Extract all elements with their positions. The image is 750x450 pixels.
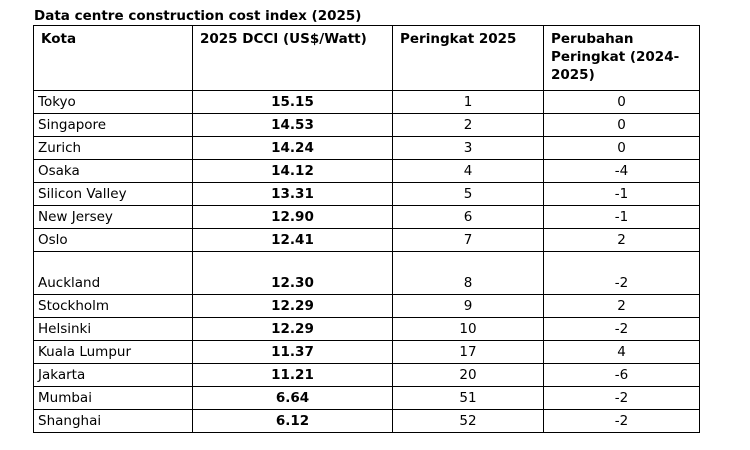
rank-cell: 17 [392, 340, 544, 364]
table-row: Zurich 14.24 3 0 [33, 136, 700, 160]
city-cell: Auckland [33, 251, 193, 295]
rank-cell: 4 [392, 159, 544, 183]
cost-cell: 6.64 [192, 386, 393, 410]
cost-cell: 12.41 [192, 228, 393, 252]
city-cell: Singapore [33, 113, 193, 137]
city-cell: Zurich [33, 136, 193, 160]
rank-cell: 2 [392, 113, 544, 137]
city-cell: Osaka [33, 159, 193, 183]
table-row: Osaka 14.12 4 -4 [33, 159, 700, 183]
change-cell: 0 [543, 113, 700, 137]
table-row: Helsinki 12.29 10 -2 [33, 317, 700, 341]
city-cell: Kuala Lumpur [33, 340, 193, 364]
rank-cell: 7 [392, 228, 544, 252]
cost-cell: 6.12 [192, 409, 393, 433]
city-cell: Mumbai [33, 386, 193, 410]
rank-cell: 6 [392, 205, 544, 229]
city-cell: New Jersey [33, 205, 193, 229]
city-cell: Shanghai [33, 409, 193, 433]
change-cell: -1 [543, 205, 700, 229]
rank-cell: 10 [392, 317, 544, 341]
cost-cell: 12.30 [192, 251, 393, 295]
header-change: Perubahan Peringkat (2024-2025) [543, 25, 700, 91]
rank-cell: 52 [392, 409, 544, 433]
city-cell: Silicon Valley [33, 182, 193, 206]
table-row: Mumbai 6.64 51 -2 [33, 386, 700, 410]
header-city: Kota [33, 25, 193, 91]
table-row: New Jersey 12.90 6 -1 [33, 205, 700, 229]
city-cell: Jakarta [33, 363, 193, 387]
table-row: Stockholm 12.29 9 2 [33, 294, 700, 318]
cost-cell: 14.53 [192, 113, 393, 137]
cost-cell: 14.12 [192, 159, 393, 183]
rank-cell: 51 [392, 386, 544, 410]
table-caption: Data centre construction cost index (202… [34, 8, 362, 24]
table-row: Auckland 12.30 8 -2 [33, 251, 700, 295]
rank-cell: 5 [392, 182, 544, 206]
city-cell: Stockholm [33, 294, 193, 318]
cost-cell: 11.21 [192, 363, 393, 387]
cost-cell: 12.29 [192, 294, 393, 318]
table-row: Silicon Valley 13.31 5 -1 [33, 182, 700, 206]
dcci-table: Kota 2025 DCCI (US$/Watt) Peringkat 2025… [33, 25, 700, 433]
header-rank: Peringkat 2025 [392, 25, 544, 91]
city-cell: Oslo [33, 228, 193, 252]
rank-cell: 8 [392, 251, 544, 295]
cost-cell: 12.29 [192, 317, 393, 341]
change-cell: 4 [543, 340, 700, 364]
rank-cell: 9 [392, 294, 544, 318]
table-header-row: Kota 2025 DCCI (US$/Watt) Peringkat 2025… [33, 25, 700, 91]
change-cell: 2 [543, 228, 700, 252]
cost-cell: 15.15 [192, 90, 393, 114]
change-cell: 0 [543, 90, 700, 114]
change-cell: -2 [543, 251, 700, 295]
city-cell: Tokyo [33, 90, 193, 114]
rank-cell: 1 [392, 90, 544, 114]
change-cell: -4 [543, 159, 700, 183]
cost-cell: 12.90 [192, 205, 393, 229]
table-row: Singapore 14.53 2 0 [33, 113, 700, 137]
city-cell: Helsinki [33, 317, 193, 341]
rank-cell: 3 [392, 136, 544, 160]
cost-cell: 14.24 [192, 136, 393, 160]
change-cell: -2 [543, 409, 700, 433]
table-row: Tokyo 15.15 1 0 [33, 90, 700, 114]
change-cell: -2 [543, 386, 700, 410]
change-cell: 2 [543, 294, 700, 318]
table-row: Shanghai 6.12 52 -2 [33, 409, 700, 433]
table-row: Jakarta 11.21 20 -6 [33, 363, 700, 387]
table-row: Oslo 12.41 7 2 [33, 228, 700, 252]
table-row: Kuala Lumpur 11.37 17 4 [33, 340, 700, 364]
change-cell: -1 [543, 182, 700, 206]
cost-cell: 13.31 [192, 182, 393, 206]
rank-cell: 20 [392, 363, 544, 387]
cost-cell: 11.37 [192, 340, 393, 364]
header-cost: 2025 DCCI (US$/Watt) [192, 25, 393, 91]
change-cell: 0 [543, 136, 700, 160]
change-cell: -2 [543, 317, 700, 341]
change-cell: -6 [543, 363, 700, 387]
